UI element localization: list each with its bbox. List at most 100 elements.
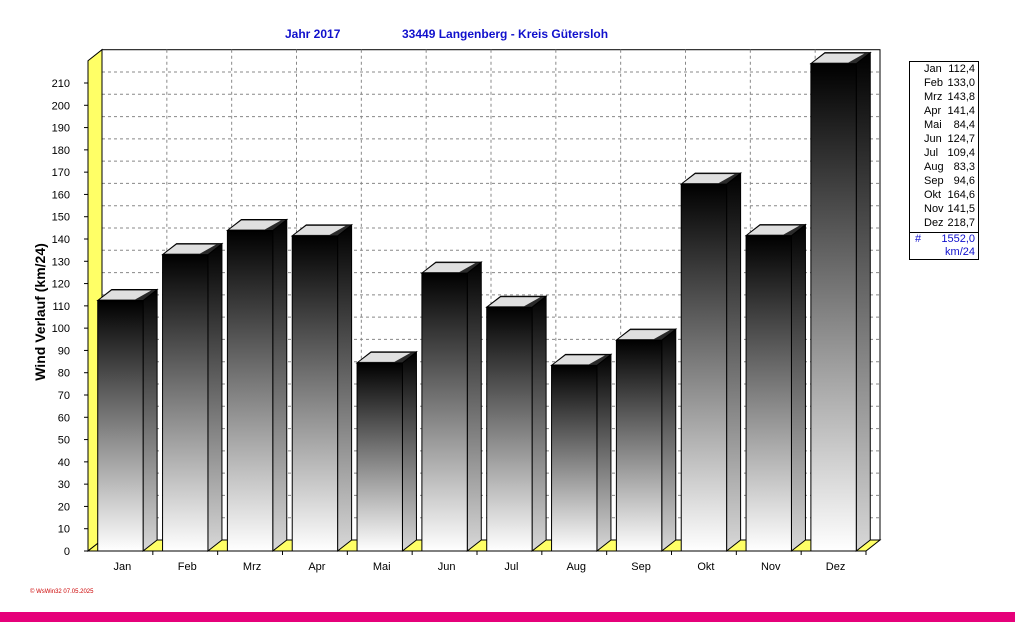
- legend-box: Jan 112,4 Feb 133,0 Mrz 143,8 Apr 141,4 Mai 84,4 J…: [909, 61, 979, 260]
- y-tick-labels: 0 10 20 30 40 50 60 70 80 90 100 110 120 130 140 150 160…: [52, 78, 70, 558]
- bar-front: [226, 230, 274, 552]
- legend-entry-value: 164,6: [947, 189, 975, 201]
- legend-entry-label: Mrz: [924, 91, 943, 103]
- bar-mrz: [225, 218, 289, 553]
- y-tick-label: 90: [58, 345, 70, 357]
- x-tick-label: Aug: [566, 561, 586, 573]
- bar-front: [551, 364, 598, 552]
- x-tick-labels: Jan Feb Mrz Apr Mai Jun Jul Aug Sep Okt Nov Dez: [114, 551, 867, 573]
- bar-feb: [161, 242, 224, 553]
- y-tick-label: 60: [58, 412, 70, 424]
- x-tick-label: Mrz: [243, 561, 261, 573]
- bar-side: [531, 295, 547, 553]
- y-tick-label: 80: [58, 368, 70, 380]
- y-tick-label: 130: [52, 256, 70, 268]
- legend-total-value: 1552,0: [941, 233, 975, 245]
- legend-entry-label: Dez: [924, 217, 944, 229]
- legend-entry-value: 133,0: [947, 77, 975, 89]
- legend-total-row: # 1552,0: [910, 233, 978, 246]
- y-tick-label: 20: [58, 501, 70, 513]
- bar-side: [466, 261, 482, 553]
- bar-side: [726, 172, 742, 553]
- y-tick-label: 30: [58, 479, 70, 491]
- legend-entry-value: 141,4: [947, 105, 975, 117]
- bar-top-highlight: [683, 174, 735, 184]
- y-tick-label: 70: [58, 390, 70, 402]
- x-tick-label: Mai: [373, 561, 391, 573]
- bar-dez: [809, 51, 872, 553]
- y-tick-label: 180: [52, 145, 70, 157]
- legend-rows: Jan 112,4 Feb 133,0 Mrz 143,8 Apr 141,4 Mai 84,4 J…: [910, 62, 978, 230]
- legend-entry: Apr 141,4: [910, 104, 978, 118]
- bar-top-highlight: [359, 352, 411, 362]
- legend-entry-label: Aug: [924, 161, 944, 173]
- bar-top-highlight: [812, 53, 865, 63]
- x-tick-label: Jul: [504, 561, 518, 573]
- bar-side: [401, 350, 417, 553]
- bar-apr: [290, 223, 354, 553]
- bar-top-highlight: [618, 330, 670, 340]
- bar-front: [421, 272, 468, 552]
- y-tick-label: 10: [58, 524, 70, 536]
- bar-top-highlight: [99, 290, 152, 300]
- bar-front: [486, 306, 533, 552]
- legend-entry-label: Jul: [924, 147, 939, 159]
- x-tick-label: Jan: [114, 561, 132, 573]
- legend-entry: Mai 84,4: [910, 118, 978, 132]
- x-tick-label: Sep: [631, 561, 651, 573]
- bar-jul: [485, 295, 548, 553]
- legend-entry: Jan 112,4: [910, 62, 978, 76]
- x-tick-label: Okt: [697, 561, 714, 573]
- taskbar-strip: [0, 612, 1015, 622]
- y-tick-label: 120: [52, 279, 70, 291]
- legend-total-unit: km/24: [945, 246, 975, 258]
- bar-front: [745, 235, 792, 552]
- y-tick-label: 210: [52, 78, 70, 90]
- legend-entry: Okt 164,6: [910, 188, 978, 202]
- legend-entry-value: 218,7: [947, 217, 975, 229]
- y-tick-label: 160: [52, 189, 70, 201]
- bar-front: [162, 254, 209, 552]
- y-tick-label: 0: [64, 546, 70, 558]
- bar-top-highlight: [553, 355, 605, 365]
- legend-entry-value: 124,7: [947, 133, 975, 145]
- bar-side: [142, 288, 158, 553]
- bar-mai: [355, 350, 418, 553]
- bar-side: [337, 223, 353, 553]
- bar-side: [790, 223, 806, 553]
- y-tick-label: 40: [58, 457, 70, 469]
- footer-credit: © WsWin32 07.05.2025: [30, 589, 94, 595]
- x-tick-label: Apr: [308, 561, 325, 573]
- legend-entry: Feb 133,0: [910, 76, 978, 90]
- legend-entry-value: 141,5: [947, 203, 975, 215]
- bar-front: [810, 63, 857, 552]
- y-axis-title: Wind Verlauf (km/24): [32, 243, 48, 381]
- bar-front: [615, 339, 663, 552]
- x-tick-label: Jun: [438, 561, 456, 573]
- x-tick-label: Nov: [761, 561, 781, 573]
- y-tick-label: 100: [52, 323, 70, 335]
- legend-entry-value: 83,3: [953, 161, 975, 173]
- legend-entry: Nov 141,5: [910, 202, 978, 216]
- legend-entry-label: Apr: [924, 105, 942, 117]
- legend-entry: Jul 109,4: [910, 146, 978, 160]
- legend-entry-value: 94,6: [953, 175, 975, 187]
- bar-side: [855, 51, 871, 553]
- bar-side: [596, 353, 612, 553]
- bar-top-highlight: [488, 297, 541, 307]
- bar-front: [356, 362, 403, 552]
- bar-series: [96, 51, 872, 553]
- legend-entry-label: Jun: [924, 133, 942, 145]
- bar-sep: [614, 328, 678, 553]
- bar-top-highlight: [164, 244, 216, 254]
- y-tick-label: 50: [58, 435, 70, 447]
- bar-aug: [550, 353, 613, 553]
- legend-entry-label: Mai: [924, 119, 942, 131]
- bar-nov: [744, 223, 807, 553]
- legend-entry-value: 112,4: [948, 63, 975, 75]
- chart-title-location: 33449 Langenberg - Kreis Gütersloh: [402, 27, 609, 41]
- y-tick-label: 190: [52, 123, 70, 135]
- legend-entry: Jun 124,7: [910, 132, 978, 146]
- chart-title-year: Jahr 2017: [285, 27, 341, 41]
